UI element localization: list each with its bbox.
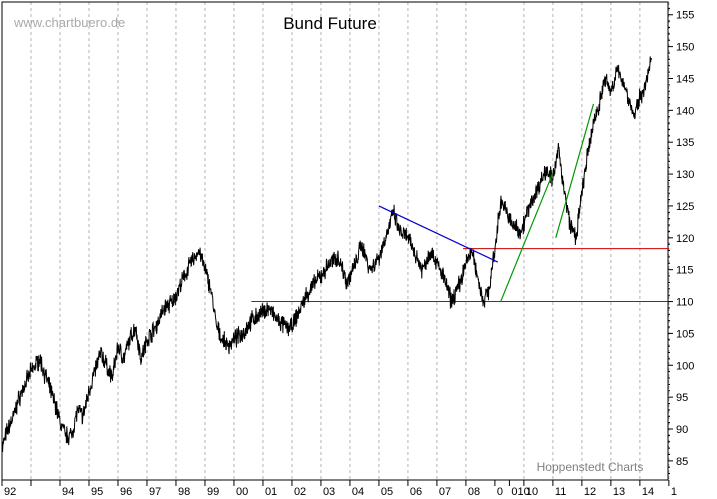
x-tick-label: 08: [468, 486, 480, 498]
x-tick-label: 010: [511, 486, 529, 498]
x-tick-label: 98: [178, 486, 190, 498]
x-tick-label: 01: [265, 486, 277, 498]
x-tick-label: 13: [613, 486, 625, 498]
x-tick-label: 06: [410, 486, 422, 498]
uptrend-line: [500, 172, 554, 302]
x-tick-label: 07: [439, 486, 451, 498]
x-tick-label: 02: [294, 486, 306, 498]
x-tick-label: 04: [352, 486, 364, 498]
price-series: [1, 56, 652, 453]
y-tick-label: 115: [676, 265, 694, 277]
y-tick-label: 135: [676, 137, 694, 149]
y-tick-label: 140: [676, 105, 694, 117]
price-line: [1, 56, 652, 453]
y-tick-label: 145: [676, 73, 694, 85]
y-tick-label: 155: [676, 10, 694, 22]
y-tick-label: 100: [676, 360, 694, 372]
uptrend-line: [555, 103, 595, 238]
x-tick-label: 95: [91, 486, 103, 498]
y-tick-label: 105: [676, 328, 694, 340]
trend-lines: [378, 103, 595, 302]
watermark-text: www.chartbuero.de: [13, 15, 125, 30]
x-tick-label: 99: [207, 486, 219, 498]
y-tick-label: 85: [676, 456, 688, 468]
y-axis: 85 90 95 100 105 110 115 120 125 130 135 140 145 150 1…: [668, 7, 694, 475]
x-tick-label: 97: [149, 486, 161, 498]
x-tick-label: 96: [120, 486, 132, 498]
source-label: Hoppenstedt Charts: [537, 460, 644, 474]
x-tick-label: 11: [555, 486, 566, 498]
y-tick-label: 110: [676, 297, 694, 309]
x-tick-label: 1: [671, 486, 677, 498]
y-tick-label: 95: [676, 392, 688, 404]
support-lines: [251, 248, 669, 303]
y-tick-label: 125: [676, 201, 694, 213]
downtrend-line: [378, 205, 499, 263]
y-tick-label: 120: [676, 233, 694, 245]
y-tick-label: 150: [676, 42, 694, 54]
y-tick-label: 130: [676, 169, 694, 181]
x-tick-label: 00: [236, 486, 248, 498]
x-tick-label: 05: [381, 486, 393, 498]
plot-frame: [1, 1, 669, 481]
x-tick-label: 10: [526, 486, 538, 498]
x-tick-label: 94: [62, 486, 74, 498]
x-tick-label: 14: [642, 486, 654, 498]
chart-title: Bund Future: [283, 14, 377, 33]
x-tick-label: 12: [584, 486, 596, 498]
x-tick-label: 92: [4, 486, 16, 498]
x-tick-label: 03: [323, 486, 335, 498]
grid-lines: [1, 2, 670, 480]
x-tick-label: 0: [497, 486, 503, 498]
y-tick-label: 90: [676, 424, 688, 436]
